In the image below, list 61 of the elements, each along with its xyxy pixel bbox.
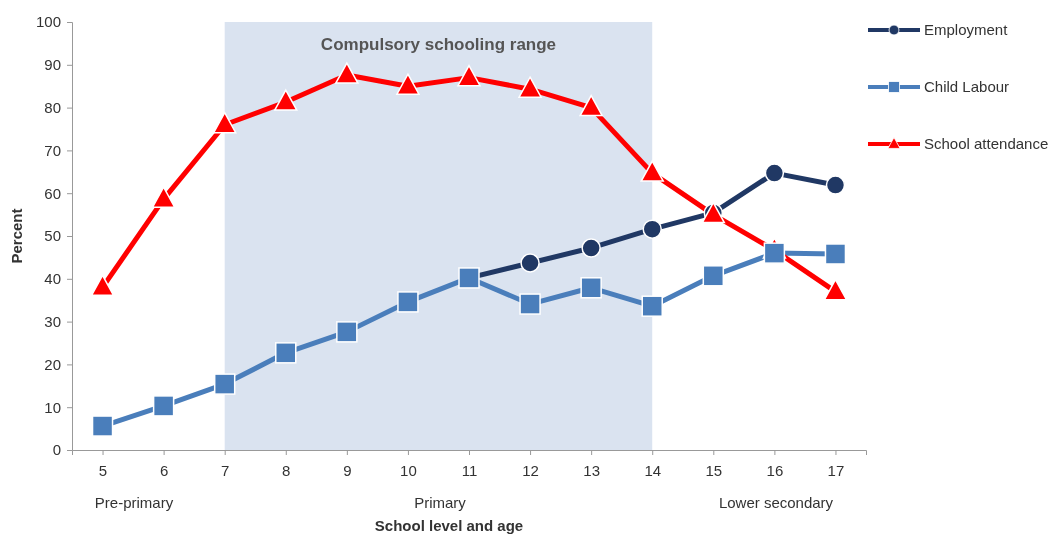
x-tick-label: 15 <box>705 461 723 479</box>
y-tick-label: 40 <box>44 270 61 288</box>
point <box>457 64 481 87</box>
legend-label: Employment <box>924 21 1009 38</box>
point <box>581 238 601 258</box>
point <box>641 295 663 317</box>
point <box>151 186 176 208</box>
point <box>825 175 846 195</box>
y-tick-label: 60 <box>44 184 61 202</box>
x-tick-label: 13 <box>583 461 600 479</box>
point <box>640 160 664 182</box>
y-tick-label: 0 <box>52 441 61 459</box>
point <box>275 342 297 364</box>
y-tick-label: 100 <box>35 13 61 31</box>
point <box>90 274 115 297</box>
x-tick-label: 10 <box>400 461 417 479</box>
point <box>335 62 359 84</box>
point <box>274 89 298 111</box>
point <box>579 94 603 117</box>
point <box>91 415 114 437</box>
point <box>519 293 541 315</box>
point <box>396 73 420 95</box>
x-tick-label: 16 <box>766 461 784 479</box>
point <box>518 76 542 98</box>
legend-label: Child Labour <box>924 78 1010 95</box>
point <box>702 265 725 287</box>
x-tick-label: 9 <box>343 461 352 479</box>
x-tick-label: 5 <box>98 461 108 479</box>
x-tick-label: 7 <box>221 461 230 479</box>
band-label: Compulsory schooling range <box>320 35 557 54</box>
point <box>213 373 236 395</box>
y-tick-label: 20 <box>44 355 61 373</box>
y-axis-title: Percent <box>8 208 25 264</box>
point <box>580 277 602 299</box>
x-tick-label: 12 <box>522 461 539 479</box>
point <box>763 242 786 264</box>
x-tick-label: 6 <box>159 461 169 479</box>
y-tick-label: 90 <box>44 56 61 74</box>
x-tick-label: 17 <box>827 461 845 479</box>
y-tick-label: 70 <box>44 141 61 159</box>
point <box>212 111 237 134</box>
x-axis-title: School level and age <box>374 517 524 534</box>
text: Primary <box>414 494 467 511</box>
text: Lower secondary <box>718 494 834 511</box>
point <box>336 321 358 343</box>
point <box>764 163 785 183</box>
y-tick-label: 50 <box>44 227 61 245</box>
y-tick-label: 10 <box>44 398 61 416</box>
x-tick-label: 11 <box>461 461 478 479</box>
point <box>520 253 540 273</box>
text: Pre-primary <box>94 494 174 511</box>
x-tick-label: 14 <box>644 461 662 479</box>
point <box>823 278 848 301</box>
point <box>397 291 419 313</box>
y-tick-label: 80 <box>44 98 61 116</box>
point <box>152 395 175 417</box>
point <box>824 243 847 265</box>
legend-label: School attendance <box>924 135 1049 152</box>
y-tick-label: 30 <box>44 312 61 330</box>
point <box>642 219 662 239</box>
x-tick-label: 8 <box>282 461 291 479</box>
